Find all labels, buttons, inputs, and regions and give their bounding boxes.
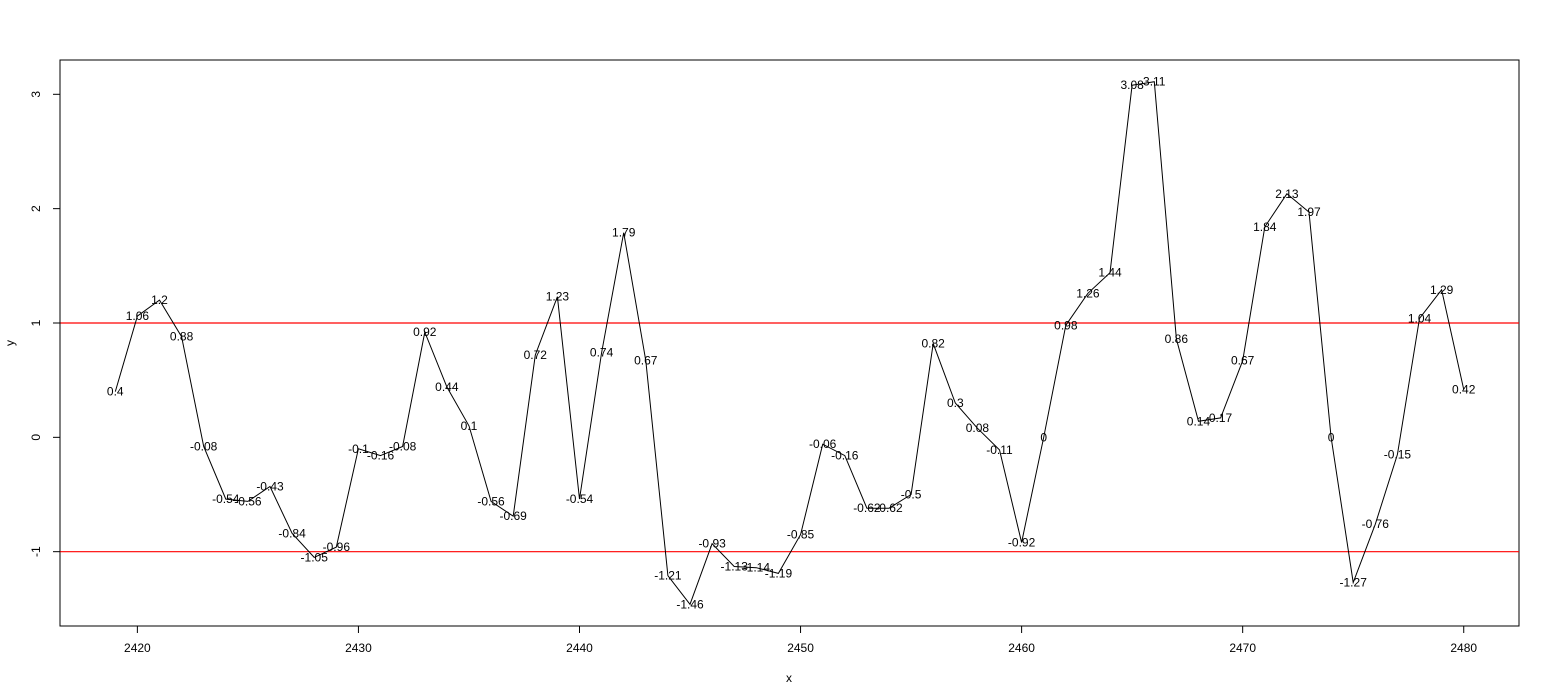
data-label: 2.13 xyxy=(1275,187,1299,201)
y-tick-label: 0 xyxy=(29,434,43,441)
data-label: 0.42 xyxy=(1452,382,1476,396)
data-label: 1.04 xyxy=(1408,311,1432,325)
x-tick-label: 2460 xyxy=(1008,641,1035,655)
y-tick-label: 2 xyxy=(29,205,43,212)
data-label: -0.92 xyxy=(1008,536,1036,550)
y-axis: -1 0 1 2 3 xyxy=(29,91,61,557)
data-label: -0.15 xyxy=(1384,447,1412,461)
data-label: 0.82 xyxy=(922,337,946,351)
data-label: 1.23 xyxy=(546,290,570,304)
y-tick-label: 1 xyxy=(29,319,43,326)
data-label: -1.21 xyxy=(654,569,682,583)
data-label: 1.2 xyxy=(151,293,168,307)
data-label: -0.16 xyxy=(367,449,395,463)
data-label: -0.54 xyxy=(566,492,594,506)
data-label: 1.44 xyxy=(1098,266,1122,280)
data-label: -1.27 xyxy=(1340,576,1368,590)
data-label: 1.26 xyxy=(1076,286,1100,300)
data-label: 0.14 xyxy=(1187,414,1211,428)
data-label: -0.54 xyxy=(212,492,240,506)
y-tick-label: -1 xyxy=(29,546,43,557)
x-tick-label: 2450 xyxy=(787,641,814,655)
data-label: 0.67 xyxy=(634,354,658,368)
x-axis-title: x xyxy=(786,671,792,685)
data-label: -0.43 xyxy=(256,480,284,494)
data-label: 0.08 xyxy=(966,421,990,435)
data-label: -0.56 xyxy=(234,494,262,508)
data-label: 0.67 xyxy=(1231,354,1255,368)
data-label: 0.44 xyxy=(435,380,459,394)
data-label: 1.29 xyxy=(1430,283,1454,297)
data-label: 1.84 xyxy=(1253,220,1277,234)
data-label: 0.86 xyxy=(1165,332,1189,346)
data-label: 0.17 xyxy=(1209,411,1233,425)
x-axis: 2420 2430 2440 2450 2460 2470 2480 xyxy=(124,625,1477,655)
data-label: -0.1 xyxy=(348,442,369,456)
data-label: -1.19 xyxy=(765,566,793,580)
data-label: 1.79 xyxy=(612,226,636,240)
data-label: -0.85 xyxy=(787,528,815,542)
data-label: 0.88 xyxy=(170,330,194,344)
data-label: 0.3 xyxy=(947,396,964,410)
data-label: 0.98 xyxy=(1054,318,1078,332)
data-label: -0.76 xyxy=(1362,517,1390,531)
data-label: -0.11 xyxy=(986,443,1013,457)
data-label: -0.5 xyxy=(901,488,922,502)
data-label: -0.62 xyxy=(875,501,903,515)
data-label: 0.92 xyxy=(413,325,437,339)
series-line xyxy=(114,81,1465,606)
data-labels: 0.41.061.20.88-0.08-0.54-0.56-0.43-0.84-… xyxy=(107,75,1476,612)
data-label: 0.72 xyxy=(524,348,548,362)
data-label: 0 xyxy=(1040,430,1047,444)
data-label: 0.74 xyxy=(590,346,614,360)
data-label: -0.96 xyxy=(323,540,351,554)
data-label: -1.46 xyxy=(676,597,704,611)
data-label: -0.84 xyxy=(278,526,306,540)
data-label: -0.16 xyxy=(831,449,859,463)
x-tick-label: 2440 xyxy=(566,641,593,655)
y-tick-label: 3 xyxy=(29,91,43,98)
x-tick-label: 2420 xyxy=(124,641,151,655)
data-label: -0.08 xyxy=(389,439,417,453)
data-label: -0.93 xyxy=(698,537,726,551)
x-tick-label: 2430 xyxy=(345,641,372,655)
data-label: -0.06 xyxy=(809,437,837,451)
data-label: -0.69 xyxy=(499,509,527,523)
x-tick-label: 2480 xyxy=(1450,641,1477,655)
data-label: 3.11 xyxy=(1143,75,1166,89)
data-label: -1.05 xyxy=(301,550,329,564)
x-tick-label: 2470 xyxy=(1229,641,1256,655)
y-axis-title: y xyxy=(3,340,17,346)
data-label: -0.62 xyxy=(853,501,881,515)
data-label: 0 xyxy=(1328,430,1335,444)
data-label: 0.4 xyxy=(107,385,124,399)
data-label: -1.13 xyxy=(721,560,749,574)
reference-lines xyxy=(60,322,1519,553)
data-label: 3.08 xyxy=(1120,78,1144,92)
data-label: -1.14 xyxy=(743,561,771,575)
data-label: 1.06 xyxy=(126,309,150,323)
data-label: 0.1 xyxy=(461,419,478,433)
data-label: -0.08 xyxy=(190,439,218,453)
data-label: -0.56 xyxy=(477,494,505,508)
data-label: 1.97 xyxy=(1297,205,1321,219)
